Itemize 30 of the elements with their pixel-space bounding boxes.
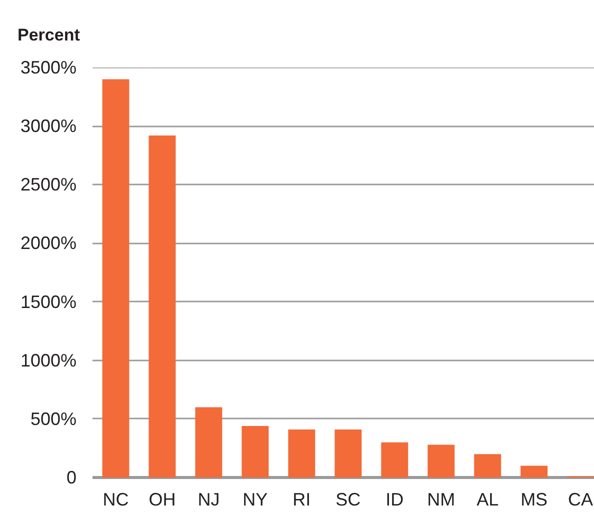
y-axis-title: Percent xyxy=(18,26,80,44)
y-tick-label: 2000% xyxy=(20,233,77,254)
y-tick-label: 3500% xyxy=(20,58,77,78)
y-tick-label: 0 xyxy=(66,468,77,488)
y-tick-label: 2500% xyxy=(20,174,77,195)
x-tick-label: NY xyxy=(242,490,268,510)
y-tick-label: 1500% xyxy=(20,292,77,312)
y-tick-label: 1000% xyxy=(20,350,77,370)
y-tick-label: 500% xyxy=(30,408,77,429)
x-tick-label: NC xyxy=(102,490,129,510)
bar xyxy=(148,135,176,478)
bar xyxy=(288,429,316,478)
bar xyxy=(334,429,362,478)
x-tick-label: CA xyxy=(568,490,594,510)
bar xyxy=(428,444,455,478)
y-tick-label: 3000% xyxy=(20,116,77,136)
x-tick-label: AL xyxy=(476,490,499,510)
bar xyxy=(520,466,548,478)
x-tick-label: NJ xyxy=(198,490,220,510)
bar xyxy=(474,454,502,478)
x-tick-label: RI xyxy=(292,490,311,510)
x-tick-label: ID xyxy=(386,490,404,510)
bar xyxy=(242,426,269,478)
bar xyxy=(381,442,408,478)
bar xyxy=(102,79,130,478)
x-tick-label: MS xyxy=(520,490,548,510)
x-tick-label: SC xyxy=(336,490,361,510)
x-tick-label: NM xyxy=(427,490,456,510)
x-tick-label: OH xyxy=(148,490,176,510)
bar xyxy=(195,407,222,478)
